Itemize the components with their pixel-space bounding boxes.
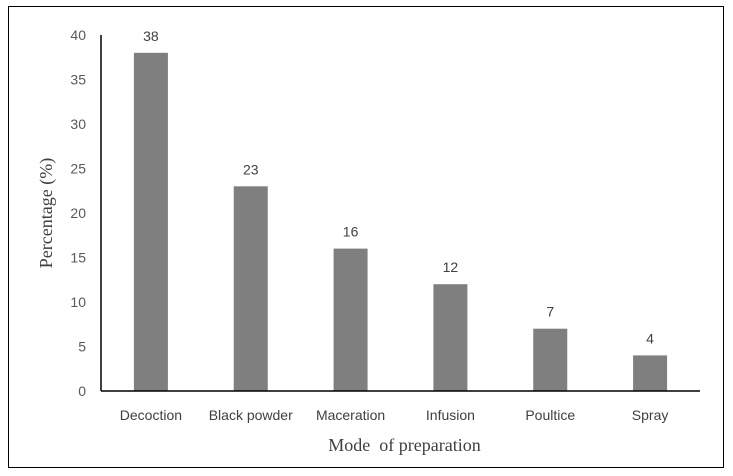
y-tick-label: 40 xyxy=(70,27,86,43)
data-labels-group: 38 23 16 12 7 4 xyxy=(143,28,654,347)
y-tick-label: 0 xyxy=(78,383,86,399)
data-label: 23 xyxy=(243,161,259,177)
bar-maceration xyxy=(333,248,368,391)
x-axis-tick-labels: Decoction Black powder Maceration Infusion P… xyxy=(120,407,669,423)
x-tick-label: Decoction xyxy=(120,407,182,423)
data-label: 38 xyxy=(143,28,159,44)
x-tick-label: Spray xyxy=(632,407,669,423)
y-axis-ticks: 0 5 10 15 20 25 30 35 40 xyxy=(70,27,86,399)
data-label: 7 xyxy=(546,304,554,320)
y-tick-label: 30 xyxy=(70,116,86,132)
x-tick-label: Black powder xyxy=(209,407,293,423)
y-tick-label: 35 xyxy=(70,72,86,88)
bar-black-powder xyxy=(233,186,268,391)
x-tick-label: Maceration xyxy=(316,407,385,423)
x-axis-title: Mode of preparation xyxy=(328,435,480,455)
bar-spray xyxy=(633,355,668,391)
data-label: 16 xyxy=(343,224,359,240)
bar-poultice xyxy=(533,328,568,391)
x-tick-label: Poultice xyxy=(525,407,575,423)
data-label: 4 xyxy=(646,330,654,346)
y-tick-label: 10 xyxy=(70,294,86,310)
y-tick-label: 5 xyxy=(78,339,86,355)
y-tick-label: 25 xyxy=(70,161,86,177)
x-tick-label: Infusion xyxy=(426,407,475,423)
bars-group xyxy=(133,52,668,392)
y-tick-label: 20 xyxy=(70,205,86,221)
bar-infusion xyxy=(433,284,468,391)
y-axis-title: Percentage (%) xyxy=(36,158,57,268)
y-tick-label: 15 xyxy=(70,250,86,266)
data-label: 12 xyxy=(443,259,459,275)
bar-decoction xyxy=(133,52,168,392)
